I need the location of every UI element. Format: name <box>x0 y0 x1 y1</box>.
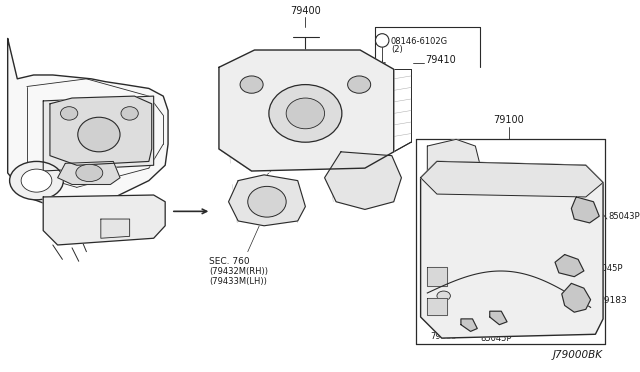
Text: 85045P: 85045P <box>591 264 623 273</box>
Text: 85043P: 85043P <box>609 212 640 221</box>
Ellipse shape <box>248 186 286 217</box>
Ellipse shape <box>429 304 445 315</box>
Polygon shape <box>572 197 599 223</box>
Ellipse shape <box>240 76 263 93</box>
Ellipse shape <box>76 164 103 182</box>
Ellipse shape <box>121 107 138 120</box>
Polygon shape <box>420 161 603 338</box>
Polygon shape <box>490 311 507 325</box>
Polygon shape <box>428 298 447 315</box>
Text: 79100: 79100 <box>493 115 524 125</box>
Polygon shape <box>58 161 120 185</box>
Ellipse shape <box>286 98 324 129</box>
Text: 85045P: 85045P <box>480 334 511 343</box>
Text: (79433M(LH)): (79433M(LH)) <box>209 277 268 286</box>
Polygon shape <box>219 50 394 171</box>
Polygon shape <box>101 219 130 238</box>
Ellipse shape <box>61 107 78 120</box>
Ellipse shape <box>437 291 451 301</box>
Polygon shape <box>428 140 480 181</box>
Polygon shape <box>428 267 447 286</box>
Ellipse shape <box>21 169 52 192</box>
Ellipse shape <box>78 117 120 152</box>
Polygon shape <box>562 283 591 312</box>
Polygon shape <box>8 38 168 206</box>
Text: 79410: 79410 <box>426 55 456 65</box>
Polygon shape <box>555 254 584 277</box>
Polygon shape <box>44 195 165 245</box>
Ellipse shape <box>429 275 445 286</box>
Polygon shape <box>420 161 603 197</box>
Text: 79183: 79183 <box>430 332 457 341</box>
Ellipse shape <box>348 76 371 93</box>
Polygon shape <box>228 175 305 226</box>
Ellipse shape <box>10 161 63 200</box>
Polygon shape <box>324 152 401 209</box>
Ellipse shape <box>376 34 389 47</box>
Polygon shape <box>50 96 152 165</box>
Text: J79000BK: J79000BK <box>553 350 603 360</box>
Text: 79400: 79400 <box>290 6 321 16</box>
Text: (79432M(RH)): (79432M(RH)) <box>209 267 268 276</box>
Text: 08146-6102G: 08146-6102G <box>391 36 448 46</box>
Polygon shape <box>44 96 154 171</box>
Text: 79183: 79183 <box>598 296 627 305</box>
Polygon shape <box>461 319 477 331</box>
Ellipse shape <box>269 84 342 142</box>
Text: (2): (2) <box>391 45 403 54</box>
Text: SEC. 760: SEC. 760 <box>209 257 250 266</box>
